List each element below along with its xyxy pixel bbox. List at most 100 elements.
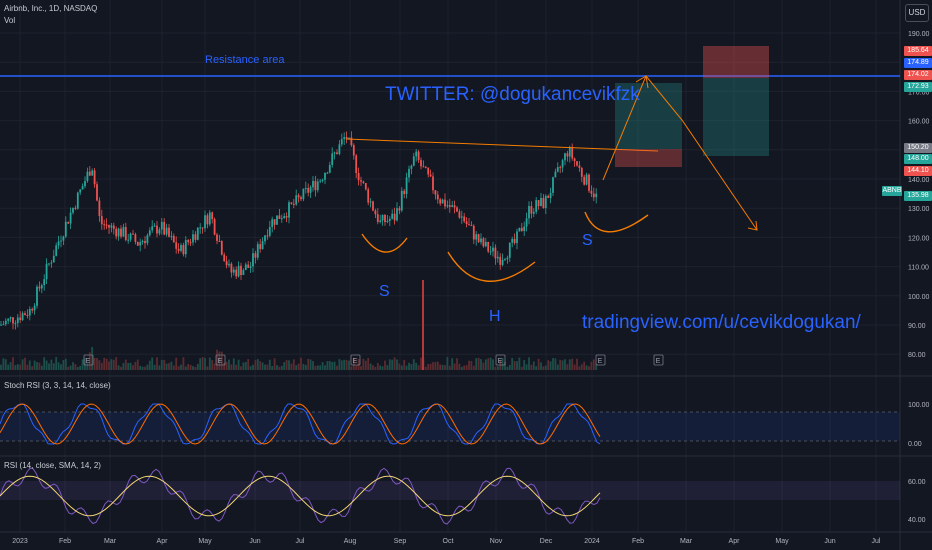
candle-body xyxy=(319,180,322,182)
volume-bar xyxy=(528,357,530,370)
candle-body xyxy=(588,174,590,191)
volume-bar xyxy=(429,363,432,370)
volume-bar xyxy=(2,358,5,370)
volume-bar xyxy=(556,364,559,370)
candle-body xyxy=(564,153,566,161)
volume-bar xyxy=(33,360,36,370)
candle-body xyxy=(230,263,233,273)
candle-body xyxy=(146,235,149,244)
candle-body xyxy=(141,240,144,243)
currency-button[interactable]: USD xyxy=(905,4,929,22)
candle-body xyxy=(52,255,55,263)
volume-bar xyxy=(206,366,209,370)
volume-bar xyxy=(292,359,295,370)
candle-body xyxy=(542,197,545,209)
volume-bar xyxy=(333,361,336,370)
candle-body xyxy=(271,219,274,228)
volume-bar xyxy=(28,360,31,370)
candle-body xyxy=(540,197,542,207)
volume-bar xyxy=(88,352,91,370)
volume-bar xyxy=(112,359,115,370)
candle-body xyxy=(444,199,446,207)
candle-body xyxy=(31,308,34,311)
candle-body xyxy=(554,171,557,178)
volume-bar xyxy=(172,365,175,370)
right-shoulder-label: S xyxy=(582,232,593,249)
volume-bar xyxy=(463,365,466,370)
twitter-text: TWITTER: @dogukancevikfzk xyxy=(385,84,640,105)
candle-body xyxy=(352,145,355,156)
volume-bar xyxy=(585,365,588,370)
candle-body xyxy=(117,228,120,237)
candle-body xyxy=(528,206,530,219)
candle-body xyxy=(256,244,259,258)
candle-body xyxy=(544,195,547,209)
volume-bar xyxy=(204,357,206,370)
volume-bar xyxy=(434,362,437,370)
volume-bar xyxy=(247,359,250,370)
volume-bar xyxy=(439,364,442,370)
candle-body xyxy=(578,165,581,168)
candle-body xyxy=(328,165,331,173)
candle-body xyxy=(496,256,499,259)
candle-body xyxy=(40,285,43,289)
candle-body xyxy=(0,324,2,326)
volume-bar xyxy=(566,364,569,370)
candle-body xyxy=(523,226,526,232)
volume-bar xyxy=(12,357,14,370)
candle-body xyxy=(223,254,226,262)
candle-body xyxy=(228,263,230,266)
volume-bar xyxy=(420,357,422,370)
volume-bar xyxy=(182,357,185,370)
candle-body xyxy=(268,227,271,236)
volume-bar xyxy=(242,362,245,370)
candle-body xyxy=(580,167,583,177)
volume-bar xyxy=(316,365,319,370)
time-tick: Mar xyxy=(680,538,693,545)
volume-bar xyxy=(588,366,590,370)
symbol-tag: ABNB xyxy=(882,186,902,196)
candle-body xyxy=(266,235,269,237)
volume-bars xyxy=(0,280,598,370)
time-tick: May xyxy=(775,538,789,545)
candle-body xyxy=(468,224,470,226)
candle-body xyxy=(381,214,384,221)
candle-body xyxy=(110,225,113,228)
volume-bar xyxy=(393,357,396,370)
candle-body xyxy=(187,240,190,243)
candle-body xyxy=(196,227,199,240)
volume-bar xyxy=(398,363,401,370)
candle-body xyxy=(487,241,490,252)
candle-body xyxy=(595,193,598,198)
volume-bar xyxy=(266,364,269,370)
volume-bar xyxy=(40,365,43,370)
volume-bar xyxy=(62,360,65,370)
volume-bar xyxy=(345,359,348,370)
candle-body xyxy=(28,308,31,316)
volume-bar xyxy=(384,360,386,370)
volume-bar xyxy=(216,349,218,370)
arrow-head-up xyxy=(635,75,649,89)
candle-body xyxy=(573,158,576,162)
candle-body xyxy=(220,241,223,255)
volume-bar xyxy=(268,359,271,370)
candle-body xyxy=(276,215,278,225)
candle-body xyxy=(324,172,326,180)
price-tick: 170.00 xyxy=(908,89,930,96)
candle-body xyxy=(367,189,370,203)
candle-body xyxy=(64,221,67,237)
volume-bar xyxy=(307,358,310,370)
candle-body xyxy=(244,264,247,271)
event-marker-label: E xyxy=(218,358,223,365)
candle-body xyxy=(516,231,518,244)
candle-body xyxy=(115,228,118,237)
candle-body xyxy=(434,190,437,195)
candle-body xyxy=(278,215,281,219)
candle-body xyxy=(148,230,151,236)
volume-bar xyxy=(530,364,533,370)
volume-bar xyxy=(343,359,346,370)
volume-bar xyxy=(290,363,293,370)
price-tick: 100.00 xyxy=(908,294,930,301)
candle-body xyxy=(472,225,475,240)
